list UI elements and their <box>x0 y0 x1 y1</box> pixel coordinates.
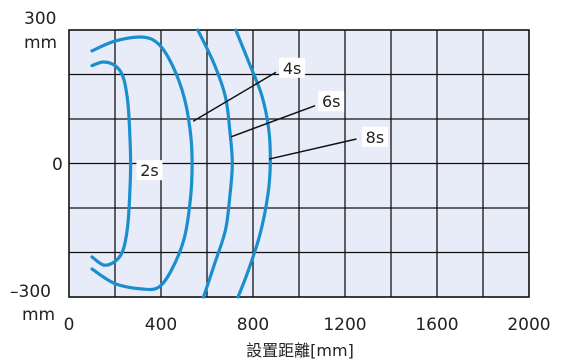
x-tick-label: 0 <box>64 315 75 335</box>
x-tick-label: 1200 <box>323 315 366 335</box>
y-tick-label-bottom: –300 <box>10 282 51 302</box>
y-tick-label-top: 300 <box>24 9 56 29</box>
curve-label: 6s <box>322 92 341 111</box>
x-tick-label: 2000 <box>507 315 550 335</box>
x-axis-title: 設置距離[mm] <box>246 341 354 360</box>
y-tick-label-zero: 0 <box>52 155 63 175</box>
x-tick-label: 800 <box>237 315 269 335</box>
curve-label: 2s <box>140 161 159 180</box>
x-tick-label: 1600 <box>415 315 458 335</box>
y-tick-unit-top: mm <box>24 33 57 53</box>
y-tick-unit-bottom: mm <box>22 305 55 325</box>
curve-label: 8s <box>366 128 385 147</box>
x-tick-label: 400 <box>145 315 177 335</box>
curve-label: 4s <box>283 59 302 78</box>
